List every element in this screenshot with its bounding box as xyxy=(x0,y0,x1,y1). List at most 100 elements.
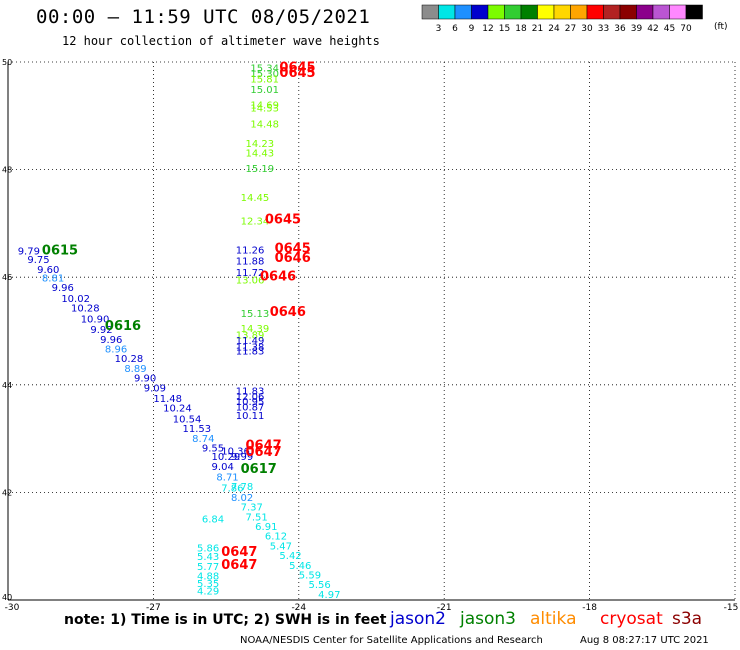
swh-value: 7.51 xyxy=(245,512,267,523)
time-label: 0647 xyxy=(221,545,257,560)
swh-value: 9.96 xyxy=(52,283,74,294)
page-subtitle: 12 hour collection of altimeter wave hei… xyxy=(62,34,380,48)
colorbar-label: 9 xyxy=(469,24,475,34)
swh-value: 10.29 xyxy=(212,452,241,463)
swh-value: 9.96 xyxy=(100,335,122,346)
swh-value: 9.99 xyxy=(231,452,253,463)
colorbar-label: 6 xyxy=(452,24,458,34)
colorbar-swatch xyxy=(504,4,522,20)
time-label: 0645 xyxy=(279,61,315,76)
swh-value: 11.53 xyxy=(182,424,211,435)
swh-value: 14.53 xyxy=(250,103,279,114)
y-tick-label: 50 xyxy=(2,58,12,67)
colorbar-swatch xyxy=(636,4,654,20)
colorbar-swatch xyxy=(438,4,456,20)
colorbar-swatch xyxy=(454,4,472,20)
swh-value: 5.46 xyxy=(289,561,311,572)
x-tick-label: -15 xyxy=(724,603,739,613)
colorbar-label: 70 xyxy=(680,24,692,34)
y-tick-label: 42 xyxy=(2,488,12,497)
swh-value: 11.49 xyxy=(236,336,265,347)
colorbar-swatch xyxy=(421,4,439,20)
colorbar-label: 33 xyxy=(598,24,609,34)
swh-value: 14.43 xyxy=(245,149,274,160)
colorbar-label: 15 xyxy=(499,24,510,34)
time-label: 0645 xyxy=(275,241,311,256)
colorbar-label: 36 xyxy=(614,24,626,34)
swh-value: 10.36 xyxy=(221,447,250,458)
colorbar-label: 18 xyxy=(515,24,527,34)
swh-value: 4.97 xyxy=(318,590,340,601)
swh-value: 11.83 xyxy=(236,347,265,358)
swh-value: 10.11 xyxy=(236,411,265,422)
swh-value: 9.04 xyxy=(212,462,234,473)
swh-value: 6.12 xyxy=(265,532,287,543)
swh-value: 8.96 xyxy=(105,345,127,356)
swh-value: 12.06 xyxy=(236,392,265,403)
swh-value: 5.59 xyxy=(299,570,321,581)
colorbar-swatch xyxy=(570,4,588,20)
time-label: 0647 xyxy=(245,438,281,453)
swh-value: 9.55 xyxy=(202,444,224,455)
colorbar-swatch xyxy=(669,4,687,20)
swh-value: 10.28 xyxy=(115,354,144,365)
swh-value: 11.83 xyxy=(236,386,265,397)
colorbar-label: 24 xyxy=(548,24,560,34)
colorbar-label: 21 xyxy=(532,24,543,34)
swh-value: 11.88 xyxy=(236,256,265,267)
swh-value: 8.74 xyxy=(192,434,214,445)
x-tick-label: -27 xyxy=(146,603,161,613)
swh-value: 14.39 xyxy=(241,324,270,335)
swh-value: 12.34 xyxy=(241,216,270,227)
mission-altika: altika xyxy=(530,609,577,629)
swh-value: 11.38 xyxy=(236,342,265,353)
swh-value: 11.72 xyxy=(236,268,265,279)
swh-value: 5.47 xyxy=(270,541,292,552)
swh-value: 13.06 xyxy=(236,276,265,287)
time-label: 0645 xyxy=(265,212,301,227)
x-tick-label: -30 xyxy=(5,603,20,613)
colorbar-label: 39 xyxy=(631,24,643,34)
swh-value: 10.28 xyxy=(71,304,100,315)
swh-value: 15.01 xyxy=(250,85,279,96)
mission-jason2: jason2 xyxy=(390,609,446,629)
mission-cryosat: cryosat xyxy=(600,609,663,629)
swh-value: 8.89 xyxy=(124,364,146,375)
time-label: 0615 xyxy=(42,244,78,259)
swh-value: 14.48 xyxy=(250,120,279,131)
colorbar-label: 12 xyxy=(482,24,493,34)
swh-value: 15.34 xyxy=(250,64,279,75)
swh-value: 5.56 xyxy=(308,580,330,591)
swh-value: 6.84 xyxy=(202,515,224,526)
y-tick-label: 48 xyxy=(2,166,12,175)
swh-value: 10.90 xyxy=(81,314,110,325)
swh-value: 15.13 xyxy=(241,309,270,320)
swh-value: 8.81 xyxy=(42,274,64,285)
swh-value: 5.35 xyxy=(197,579,219,590)
colorbar-swatch xyxy=(652,4,670,20)
credit-timestamp: Aug 8 08:27:17 UTC 2021 xyxy=(580,635,709,646)
page-title: 00:00 – 11:59 UTC 08/05/2021 xyxy=(36,6,371,28)
swh-value: 11.48 xyxy=(153,394,182,405)
swh-value: 8.71 xyxy=(216,473,238,484)
time-label: 0617 xyxy=(241,462,277,477)
colorbar-label: 42 xyxy=(647,24,658,34)
swh-value: 13.89 xyxy=(236,331,265,342)
x-tick-label: -21 xyxy=(437,603,452,613)
time-label: 0616 xyxy=(105,319,141,334)
swh-value: 5.42 xyxy=(279,551,301,562)
colorbar-swatch xyxy=(685,4,703,20)
credit-text: NOAA/NESDIS Center for Satellite Applica… xyxy=(240,635,543,646)
swh-value: 14.45 xyxy=(241,193,270,204)
colorbar-swatch xyxy=(603,4,621,20)
colorbar-swatch xyxy=(553,4,571,20)
colorbar-swatch xyxy=(619,4,637,20)
swh-value: 10.24 xyxy=(163,404,192,415)
time-label: 0646 xyxy=(270,305,306,320)
swh-value: 8.02 xyxy=(231,493,253,504)
swh-value: 11.26 xyxy=(236,246,265,257)
colorbar-swatch xyxy=(487,4,505,20)
footer-note: note: 1) Time is in UTC; 2) SWH is in fe… xyxy=(64,612,387,628)
swh-value: 9.90 xyxy=(134,374,156,385)
